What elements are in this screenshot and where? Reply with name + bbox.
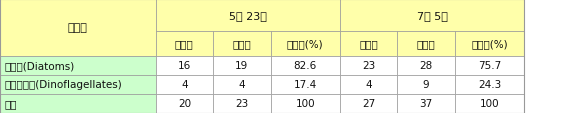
Text: 점유율(%): 점유율(%) — [471, 39, 508, 49]
Text: 75.7: 75.7 — [478, 61, 501, 71]
Bar — [340, 0, 524, 32]
Bar — [213, 75, 271, 94]
Bar — [156, 32, 213, 56]
Bar — [340, 94, 397, 113]
Bar — [397, 56, 455, 75]
Text: 24.3: 24.3 — [478, 80, 501, 90]
Text: 16: 16 — [178, 61, 191, 71]
Text: 규조류(Diatoms): 규조류(Diatoms) — [5, 61, 75, 71]
Bar — [213, 94, 271, 113]
Bar — [340, 56, 397, 75]
Bar — [271, 32, 340, 56]
Text: 4: 4 — [238, 80, 245, 90]
Text: 7월 5일: 7월 5일 — [417, 11, 447, 21]
Text: 23: 23 — [362, 61, 375, 71]
Text: 27: 27 — [362, 99, 375, 108]
Bar — [455, 75, 524, 94]
Bar — [397, 94, 455, 113]
Text: 분류군: 분류군 — [68, 23, 87, 33]
Text: 100: 100 — [480, 99, 500, 108]
Bar — [156, 0, 340, 32]
Bar — [0, 75, 156, 94]
Bar — [340, 32, 397, 56]
Text: 19: 19 — [235, 61, 248, 71]
Bar — [271, 75, 340, 94]
Text: 5월 23일: 5월 23일 — [229, 11, 266, 21]
Text: 9: 9 — [423, 80, 430, 90]
Bar — [156, 56, 213, 75]
Text: 와편모조류(Dinoflagellates): 와편모조류(Dinoflagellates) — [5, 80, 123, 90]
Bar — [213, 56, 271, 75]
Text: 출현속: 출현속 — [175, 39, 194, 49]
Text: 출현종: 출현종 — [232, 39, 251, 49]
Bar — [213, 32, 271, 56]
Text: 28: 28 — [420, 61, 433, 71]
Text: 17.4: 17.4 — [294, 80, 317, 90]
Text: 82.6: 82.6 — [294, 61, 317, 71]
Bar — [455, 56, 524, 75]
Text: 출현속: 출현속 — [359, 39, 378, 49]
Bar — [340, 75, 397, 94]
Bar — [397, 32, 455, 56]
Text: 점유율(%): 점유율(%) — [287, 39, 323, 49]
Text: 출현종: 출현종 — [417, 39, 436, 49]
Bar — [271, 56, 340, 75]
Bar — [0, 0, 156, 56]
Bar — [271, 94, 340, 113]
Text: 4: 4 — [365, 80, 372, 90]
Bar — [0, 94, 156, 113]
Text: 합계: 합계 — [5, 99, 17, 108]
Bar — [0, 56, 156, 75]
Text: 37: 37 — [420, 99, 433, 108]
Bar — [156, 75, 213, 94]
Text: 20: 20 — [178, 99, 191, 108]
Bar — [455, 32, 524, 56]
Text: 4: 4 — [181, 80, 188, 90]
Bar — [156, 94, 213, 113]
Bar — [455, 94, 524, 113]
Bar — [0, 0, 524, 113]
Bar — [397, 75, 455, 94]
Text: 100: 100 — [295, 99, 315, 108]
Text: 23: 23 — [235, 99, 248, 108]
